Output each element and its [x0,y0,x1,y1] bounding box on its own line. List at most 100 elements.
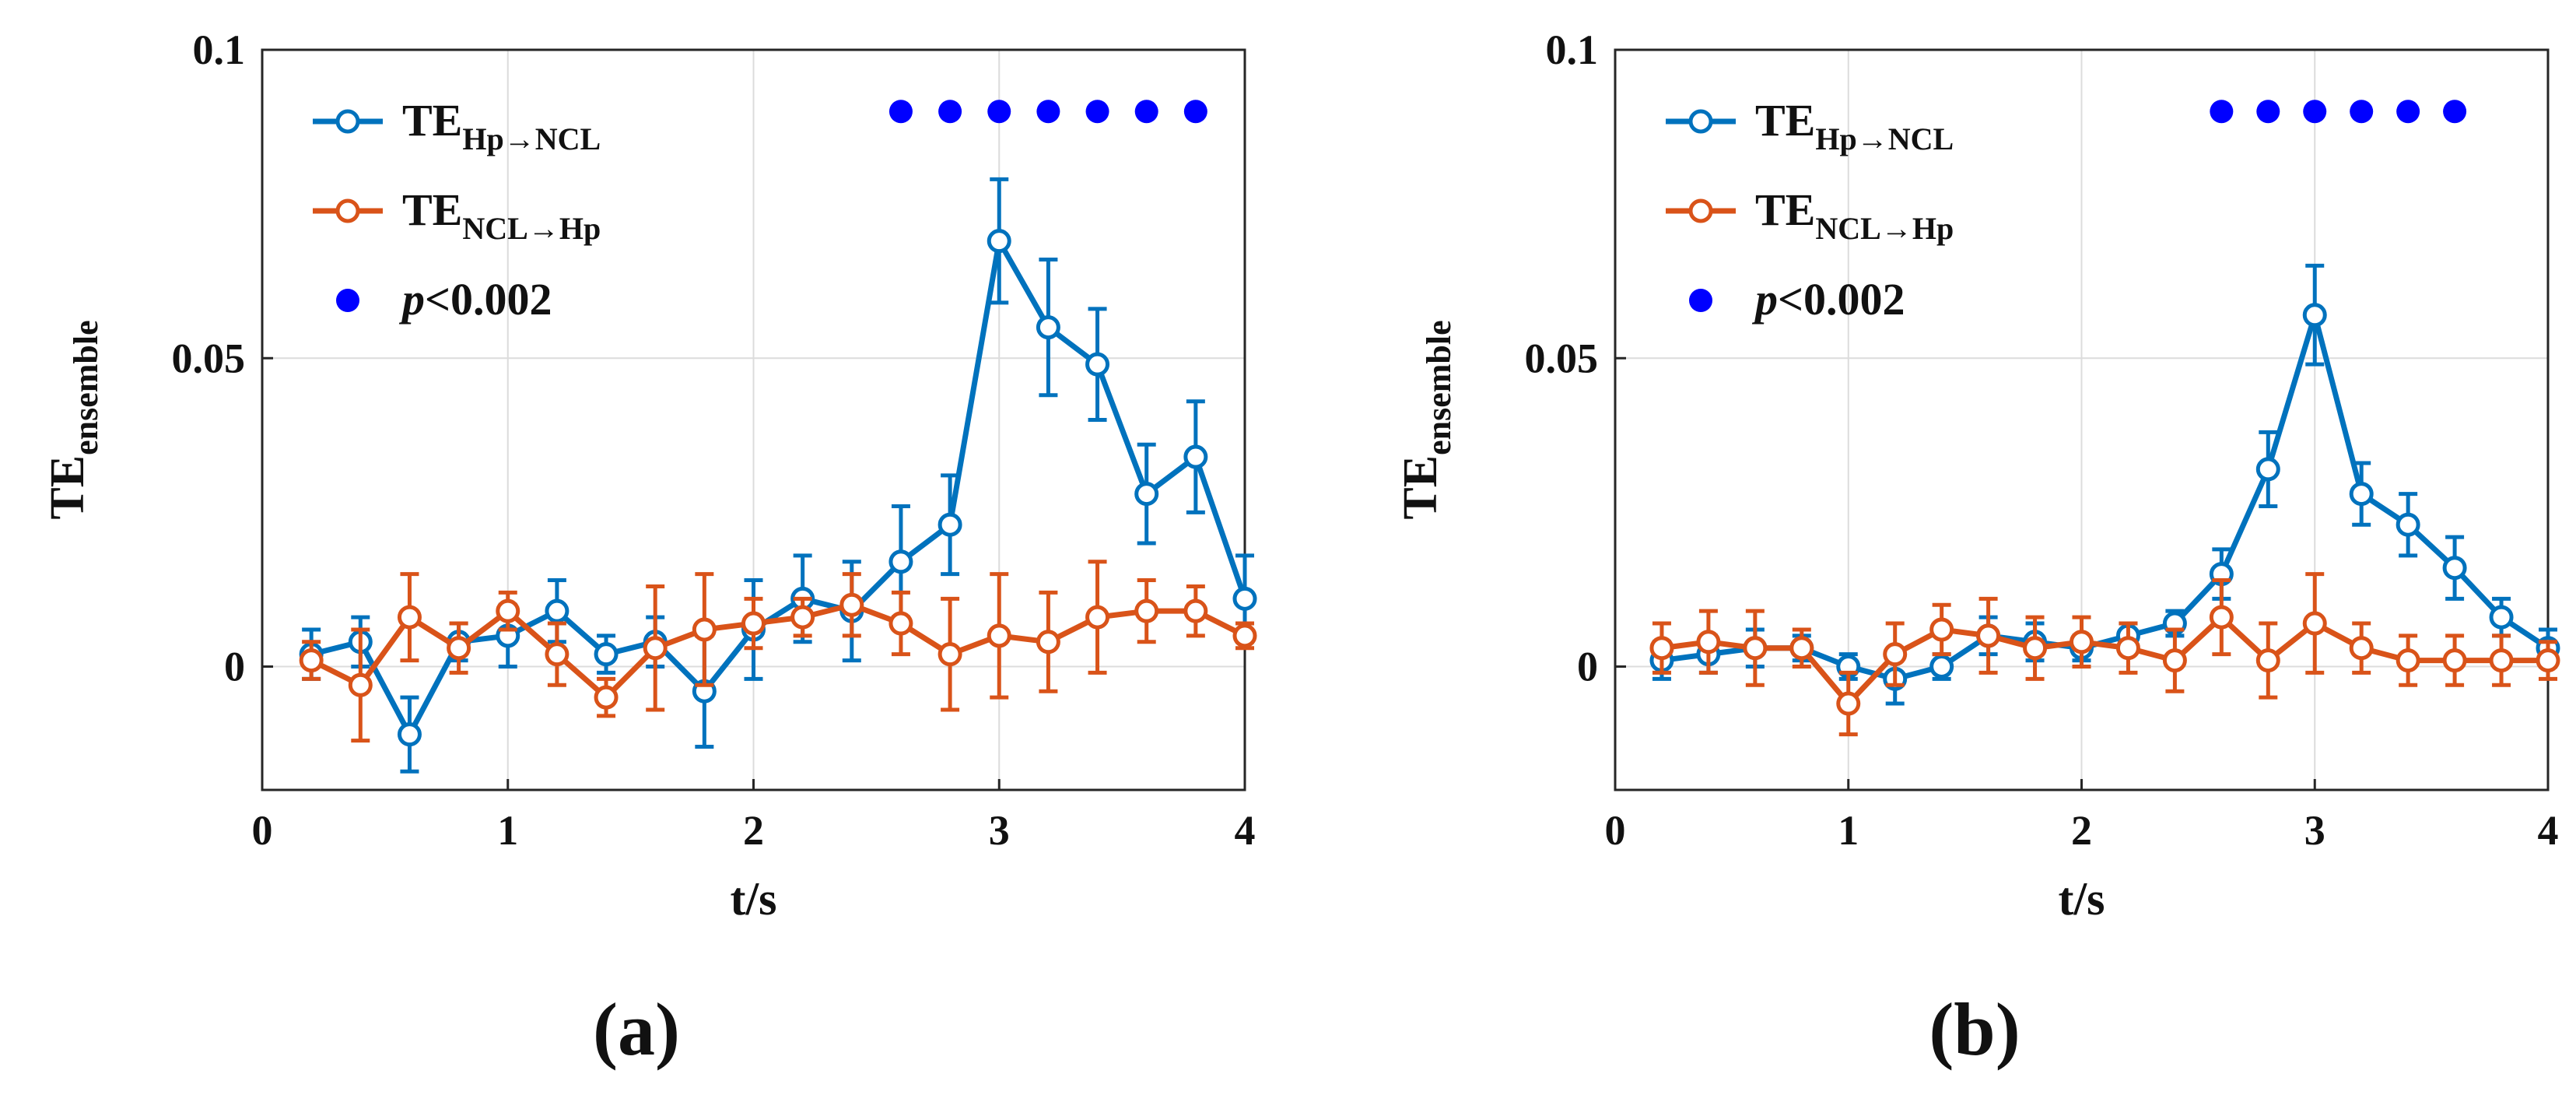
y-tick-label: 0 [224,644,245,690]
data-point [2255,648,2280,673]
significance-dot [938,100,962,124]
data-point [2255,457,2280,482]
y-axis-label: TEensemble [41,320,105,519]
significance-dot [1036,100,1060,124]
legend-entry-base: TE [1755,95,1815,146]
data-point [1036,630,1060,655]
y-tick-label: 0.05 [172,335,246,381]
data-point [2396,648,2420,673]
data-point [2070,630,2094,655]
legend-entry: TENCL→Hp [402,184,601,246]
data-point [1836,691,1861,716]
panel-b: 0 1 2 3 400.050.1t/sTEensembleTEHp→NCLTENCL→… [1394,26,2560,1071]
significance-dot [1085,100,1109,124]
legend-entry-base: TE [1755,184,1815,235]
legend-significance-marker [1689,289,1712,312]
significance-dot [2443,100,2467,124]
data-point [2023,636,2048,661]
x-axis-label: t/s [731,873,777,925]
legend-entry-sub: Hp→NCL [1815,121,1954,156]
y-axis-label-base: TE [41,455,94,520]
x-tick-label: 3 [989,807,1010,854]
legend-entry-base: TE [402,184,462,235]
significance-dot [987,100,1011,124]
y-tick-label: 0 [1577,644,1598,690]
data-point [2396,512,2420,537]
y-axis-label: TEensemble [1394,320,1458,519]
legend-entry-base: TE [402,95,462,146]
x-tick-label: 0 [252,807,273,854]
data-point [2442,556,2467,581]
data-point [397,722,422,747]
legend-entry-sub: NCL→Hp [1815,211,1954,246]
data-point [1789,636,1814,661]
data-point [1883,642,1908,667]
data-point [2162,648,2187,673]
x-tick-label: 4 [1235,807,1256,854]
significance-dot [2303,100,2327,124]
data-point [1929,655,1954,679]
significance-dot [2350,100,2374,124]
data-point [692,617,717,642]
x-tick-label: 1 [1838,807,1859,854]
y-tick-label: 0.1 [1546,26,1599,73]
data-point [643,636,668,661]
y-axis-label-sub: ensemble [67,320,105,455]
legend-significance-italic: p [398,274,425,325]
data-point [496,598,520,623]
y-tick-label: 0.1 [193,26,246,73]
legend-entry-sub: NCL→Hp [462,211,601,246]
data-point [348,672,373,697]
data-point [888,611,913,636]
data-point [2302,303,2327,328]
data-point [1183,598,1208,623]
data-point [839,592,864,617]
significance-dot [2396,100,2420,124]
significance-dot [2256,100,2280,124]
data-point [2349,482,2374,507]
panel-label: (b) [1929,988,2020,1071]
data-point [545,642,570,667]
data-point [938,642,962,667]
legend-entry: TEHp→NCL [402,95,601,156]
data-point [987,229,1011,254]
legend-marker [1688,198,1713,223]
y-axis-label-base: TE [1394,455,1447,520]
data-point [2209,605,2234,630]
significance-dot [1134,100,1158,124]
data-point [1085,605,1110,630]
data-point [987,623,1011,648]
data-point [2302,611,2327,636]
y-axis-label-sub: ensemble [1420,320,1458,455]
data-point [1696,630,1721,655]
data-point [447,636,471,661]
data-point [1085,352,1110,377]
legend-significance-label: p<0.002 [398,274,552,325]
data-point [2489,605,2514,630]
x-tick-label: 2 [743,807,764,854]
data-point [1929,617,1954,642]
data-point [545,598,570,623]
legend-significance-italic: p [1751,274,1778,325]
data-point [594,685,619,710]
legend-entry-sub: Hp→NCL [462,121,601,156]
data-point [1232,586,1257,611]
data-point [1134,482,1159,507]
legend-marker [1688,109,1713,134]
data-point [1743,636,1768,661]
data-point [299,648,324,673]
data-point [2536,648,2560,673]
legend-entry: TEHp→NCL [1755,95,1954,156]
significance-dot [888,100,913,124]
data-point [1134,598,1159,623]
x-tick-label: 4 [2538,807,2559,854]
significance-dot [1183,100,1207,124]
y-tick-label: 0.05 [1525,335,1599,381]
legend-significance-label: p<0.002 [1751,274,1905,325]
x-tick-label: 2 [2071,807,2092,854]
data-point [790,605,815,630]
panel-a: 0 1 2 3 400.050.1t/sTEensembleTEHp→NCLTENCL→… [41,26,1257,1071]
x-tick-label: 0 [1605,807,1626,854]
